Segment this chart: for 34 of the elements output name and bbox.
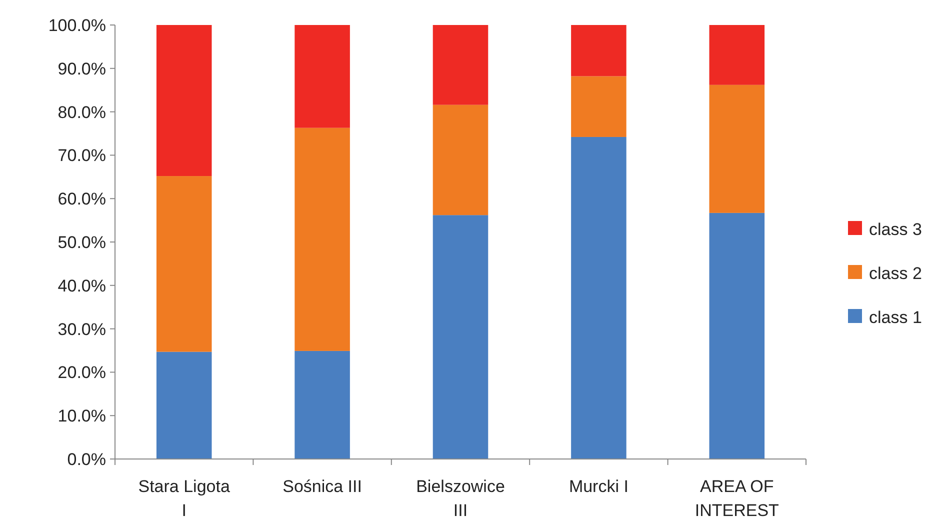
y-tick-label: 0.0% — [67, 450, 106, 469]
y-tick-label: 60.0% — [58, 190, 106, 209]
y-tick-label: 30.0% — [58, 320, 106, 339]
bar — [571, 25, 626, 76]
legend-label: class 1 — [869, 308, 922, 327]
y-tick-label: 50.0% — [58, 232, 106, 252]
y-tick-label: 100.0% — [48, 16, 106, 35]
y-tick-label: 10.0% — [58, 406, 106, 426]
y-tick-label: 20.0% — [58, 363, 106, 382]
bar — [709, 212, 765, 459]
y-tick-label: 90.0% — [58, 59, 106, 78]
y-tick-label: 70.0% — [58, 146, 106, 166]
bar — [709, 84, 765, 213]
bar — [432, 104, 488, 216]
bar — [156, 352, 212, 459]
bar — [294, 128, 350, 351]
bar — [294, 25, 350, 128]
x-tick-label: Murcki I — [568, 477, 628, 496]
x-tick-label: Sośnica III — [282, 477, 362, 496]
bar — [571, 136, 626, 459]
bar — [156, 25, 212, 176]
bar — [294, 350, 350, 459]
x-tick-label: Stara Ligota I — [138, 477, 230, 520]
legend-label: class 2 — [869, 264, 922, 283]
bar — [709, 25, 765, 85]
bar — [571, 76, 626, 137]
bar — [432, 215, 488, 459]
bar — [156, 176, 212, 352]
x-tick-label: Bielszowice III — [416, 477, 505, 520]
y-tick-label: 80.0% — [58, 102, 106, 122]
legend-label: class 3 — [869, 220, 922, 239]
bar — [432, 25, 488, 105]
y-tick-label: 40.0% — [58, 276, 106, 296]
x-tick-label: AREA OF INTEREST — [694, 477, 779, 520]
